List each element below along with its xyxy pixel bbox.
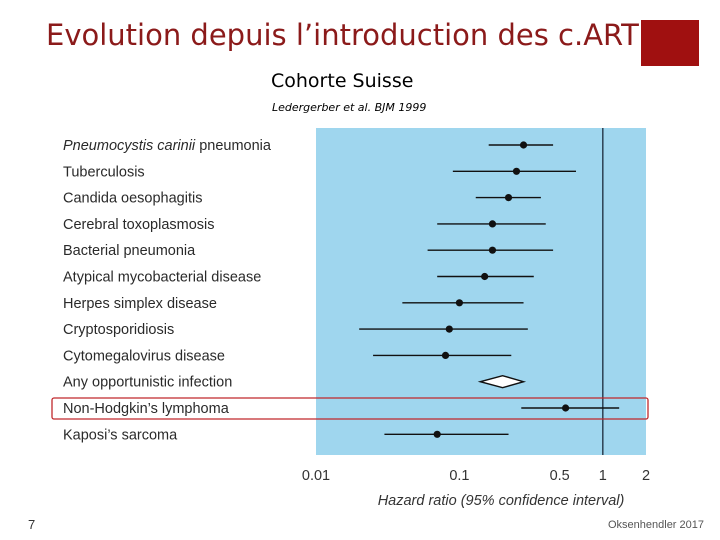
slide-title: Evolution depuis l’introduction des c.AR… — [46, 18, 639, 52]
x-tick-label: 0.01 — [302, 468, 330, 484]
x-axis-label: Hazard ratio (95% confidence interval) — [378, 493, 625, 509]
x-tick-label: 0.5 — [550, 468, 570, 484]
row-label-candida-oesophagitis: Candida oesophagitis — [63, 191, 202, 207]
plot-background — [316, 128, 646, 455]
x-tick-label: 0.1 — [449, 468, 469, 484]
row-label-pneumocystis-carinii-pneumonia: Pneumocystis carinii pneumonia — [63, 138, 272, 154]
point-estimate-bacterial-pneumonia — [488, 246, 497, 254]
point-estimate-pneumocystis-carinii-pneumonia — [519, 141, 528, 149]
row-label-cerebral-toxoplasmosis: Cerebral toxoplasmosis — [63, 217, 215, 233]
point-estimate-cryptosporidiosis — [445, 325, 453, 333]
row-label-kaposi-s-sarcoma: Kaposi’s sarcoma — [63, 427, 178, 443]
slide-number: 7 — [28, 517, 36, 532]
row-label-bacterial-pneumonia: Bacterial pneumonia — [63, 243, 196, 259]
row-label-herpes-simplex-disease: Herpes simplex disease — [63, 296, 217, 312]
row-label-non-hodgkin-s-lymphoma: Non-Hodgkin’s lymphoma — [63, 401, 230, 417]
point-estimate-atypical-mycobacterial-disease — [481, 272, 489, 281]
point-estimate-cytomegalovirus-disease — [441, 351, 450, 359]
point-estimate-cerebral-toxoplasmosis — [488, 220, 497, 228]
point-estimate-non-hodgkin-s-lymphoma — [561, 404, 570, 412]
row-label-cryptosporidiosis: Cryptosporidiosis — [63, 322, 174, 338]
highlight-box — [51, 397, 649, 420]
x-tick-label: 1 — [599, 468, 607, 484]
x-tick-label: 2 — [642, 468, 650, 484]
row-label-cytomegalovirus-disease: Cytomegalovirus disease — [63, 348, 225, 364]
point-estimate-kaposi-s-sarcoma — [433, 430, 441, 438]
point-estimate-candida-oesophagitis — [504, 194, 513, 202]
row-label-any-opportunistic-infection: Any opportunistic infection — [63, 375, 232, 391]
row-label-atypical-mycobacterial-disease: Atypical mycobacterial disease — [63, 270, 261, 286]
summary-diamond — [477, 374, 527, 389]
citation: Ledergerber et al. BJM 1999 — [272, 101, 427, 114]
row-label-tuberculosis: Tuberculosis — [63, 164, 145, 180]
chart-subtitle: Cohorte Suisse — [271, 70, 414, 92]
point-estimate-herpes-simplex-disease — [455, 299, 464, 307]
accent-box — [641, 20, 699, 66]
point-estimate-tuberculosis — [512, 167, 521, 175]
footer-credit: Oksenhendler 2017 — [607, 519, 704, 531]
